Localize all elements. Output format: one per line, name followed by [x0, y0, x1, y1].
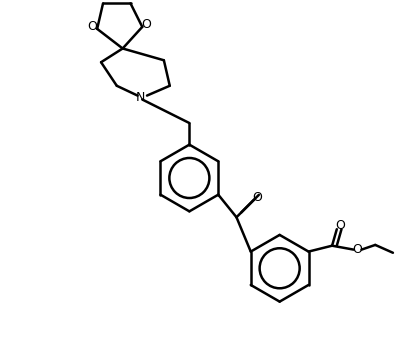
Text: N: N [135, 91, 145, 104]
Text: O: O [353, 243, 362, 256]
Text: O: O [87, 20, 97, 33]
Text: O: O [252, 191, 262, 204]
Text: O: O [335, 219, 345, 232]
Text: O: O [141, 19, 151, 31]
